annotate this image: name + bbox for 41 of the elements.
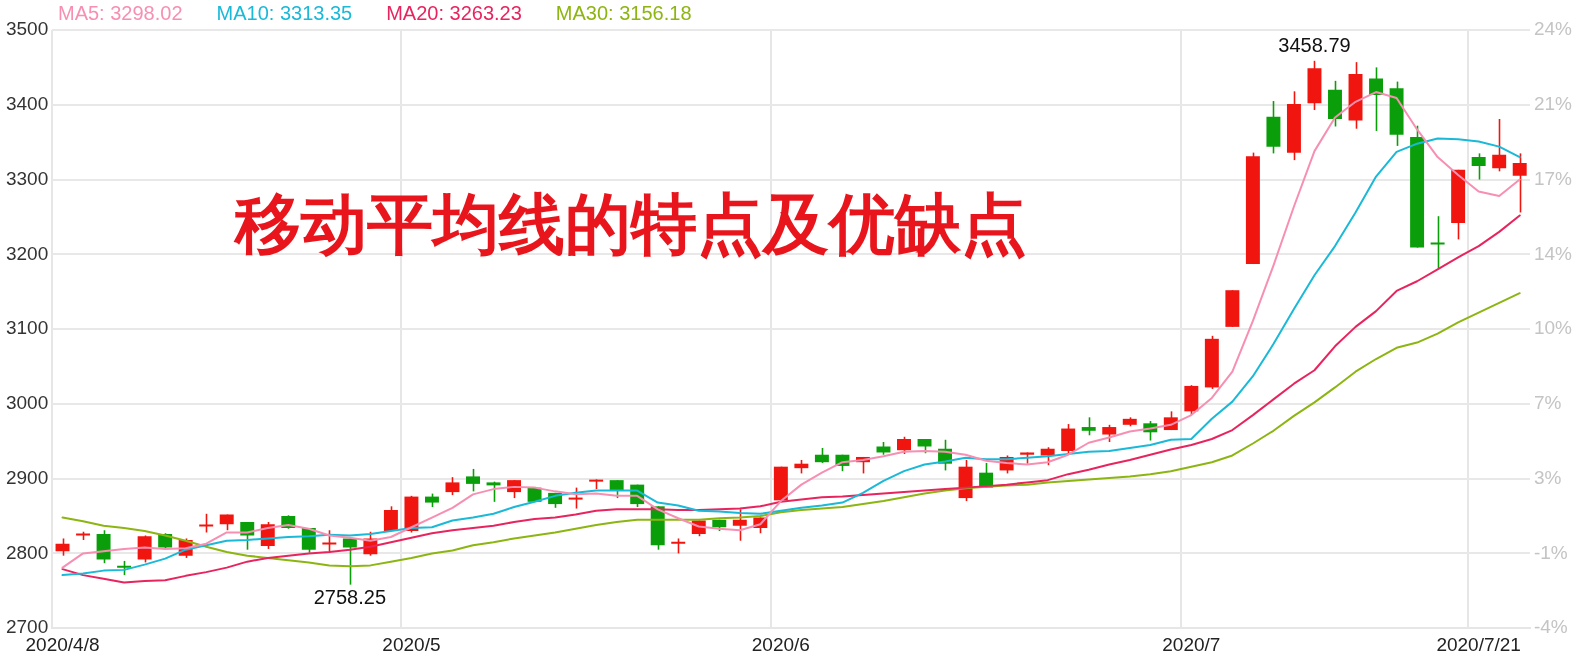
candlestick [383,505,398,532]
y2-tick-label: 24% [1533,18,1573,40]
x-tick-label: 2020/7/21 [1436,633,1521,655]
candlestick [342,536,357,586]
y2-tick-label: 14% [1533,242,1573,264]
candlestick [1492,118,1507,173]
candlestick [1061,423,1076,455]
candlestick [137,534,152,564]
y-tick-label: 3100 [5,317,49,339]
x-tick-label: 2020/5 [382,633,441,655]
text: MA5: 3298.02 [58,2,183,24]
y2-tick-label: -1% [1533,541,1568,563]
x-tick-label: 2020/7 [1162,633,1221,655]
text: MA10: 3313.35 [216,2,353,24]
y2-tick-label: 10% [1533,317,1573,339]
text: MA30: 3156.18 [555,2,692,24]
candlestick [199,512,214,534]
candlestick [1430,215,1445,270]
candlestick [568,486,583,510]
y-tick-label: 3500 [5,18,49,40]
y-tick-label: 3300 [5,167,49,189]
y-tick-label: 3400 [5,93,49,115]
y2-tick-label: 3% [1533,466,1562,488]
x-tick-label: 2020/6 [751,633,810,655]
candlestick [322,529,337,554]
candlestick [466,468,480,493]
annotation: 2758.25 [313,586,387,609]
y2-tick-label: 21% [1533,93,1573,115]
y-tick-label: 2900 [5,466,49,488]
text: MA20: 3263.23 [386,2,522,24]
annotation: 3458.79 [1278,34,1351,57]
y-tick-label: 2800 [5,541,49,563]
text: 移动平均线的特点及优缺点 [235,187,1027,263]
y-tick-label: 3000 [5,392,49,414]
y2-tick-label: 7% [1533,392,1562,414]
candlestick [1512,152,1527,214]
y-tick-label: 3200 [5,242,49,264]
y2-tick-label: -4% [1533,616,1568,638]
candlestick [1471,152,1486,181]
candlestick [732,508,747,542]
y2-tick-label: 17% [1533,167,1573,189]
